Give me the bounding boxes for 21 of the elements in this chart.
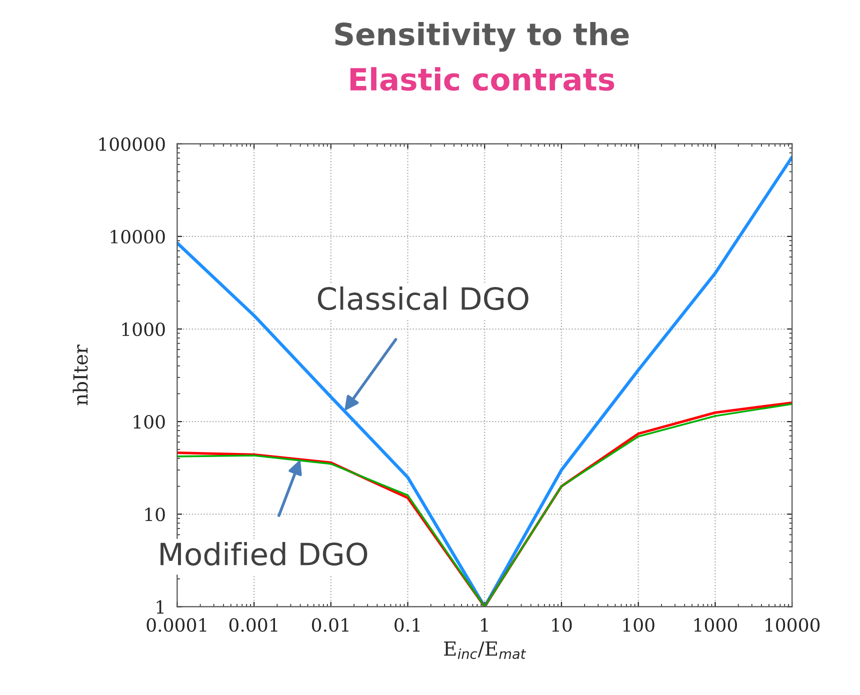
x-tick-label: 100 bbox=[623, 618, 654, 632]
chart-subtitle: Elastic contrats bbox=[350, 67, 614, 91]
annotation: Classical DGO bbox=[318, 286, 528, 310]
x-tick-label: 1000 bbox=[694, 618, 737, 632]
annotation: Modified DGO bbox=[160, 542, 368, 566]
x-axis-title: E$_{inc}$/E$_{mat}$ bbox=[444, 641, 526, 660]
x-tick-label: 0.01 bbox=[312, 618, 348, 632]
y-tick-label: 10000 bbox=[110, 230, 165, 244]
y-axis-title: nbIter bbox=[72, 344, 88, 406]
y-tick-label: 1000 bbox=[122, 322, 165, 336]
y-tick-label: 100 bbox=[134, 415, 165, 429]
x-tick-label: 1 bbox=[481, 618, 488, 632]
y-tick-label: 100000 bbox=[99, 137, 165, 151]
chart-title: Sensitivity to the bbox=[335, 22, 629, 52]
x-tick-label: 10000 bbox=[766, 618, 820, 632]
x-tick-label: 10 bbox=[552, 618, 572, 632]
x-tick-label: 0.0001 bbox=[146, 618, 206, 632]
y-tick-label: 1 bbox=[156, 600, 164, 614]
x-tick-label: 0.001 bbox=[229, 618, 278, 632]
x-tick-label: 0.1 bbox=[394, 618, 420, 632]
y-tick-label: 10 bbox=[145, 508, 165, 522]
